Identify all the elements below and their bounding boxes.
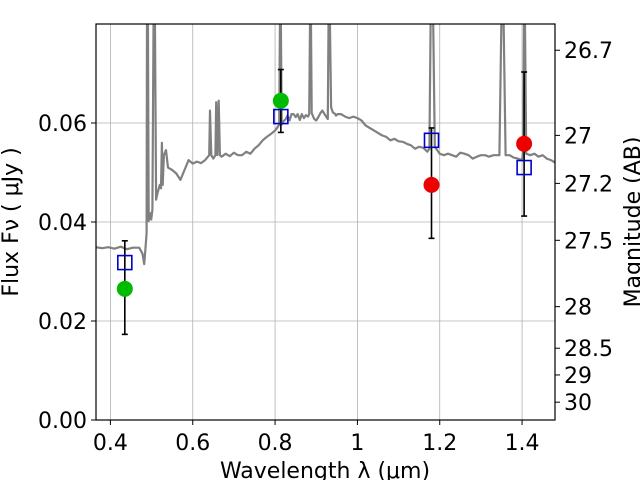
model-square-marker (273, 108, 289, 125)
data-point (423, 176, 440, 193)
x-tick-label: 1.4 (505, 431, 540, 456)
plot-area (96, 24, 555, 336)
y-tick-label: 0.06 (38, 112, 87, 137)
x-axis-label: Wavelength λ (μm) (220, 459, 430, 480)
x-tick-label: 1.2 (422, 431, 457, 456)
model-square-marker (516, 159, 532, 176)
data-point (516, 135, 533, 152)
x-tick-label: 0.8 (258, 431, 293, 456)
y-tick-label: 0.04 (38, 211, 87, 236)
y2-tick-label: 29 (564, 364, 592, 389)
y2-tick-label: 28 (564, 296, 592, 321)
y2-tick-label: 27.5 (564, 229, 613, 254)
spectrum-line (96, 24, 555, 266)
data-point (272, 92, 289, 109)
y-axis-left: 0.00 0.02 0.04 0.06 (38, 112, 96, 434)
y-tick-label: 0.02 (38, 310, 87, 335)
x-axis: 0.4 0.6 0.8 1 1.2 1.4 (93, 420, 540, 456)
model-square-marker (117, 254, 133, 271)
y2-tick-label: 27 (564, 124, 592, 149)
y-tick-label: 0.00 (38, 409, 87, 434)
y-axis-label: Flux Fν ( μJy ) (0, 147, 24, 296)
y2-tick-label: 27.2 (564, 172, 613, 197)
y2-tick-label: 28.5 (564, 337, 613, 362)
model-square-marker (423, 132, 440, 149)
y2-tick-label: 26.7 (564, 39, 613, 64)
x-tick-label: 0.6 (175, 431, 210, 456)
y2-axis-label: Magnitude (AB) (621, 137, 640, 308)
x-tick-label: 0.4 (93, 431, 128, 456)
data-point (116, 280, 133, 297)
y2-tick-label: 30 (564, 391, 592, 416)
x-tick-label: 1 (350, 431, 364, 456)
